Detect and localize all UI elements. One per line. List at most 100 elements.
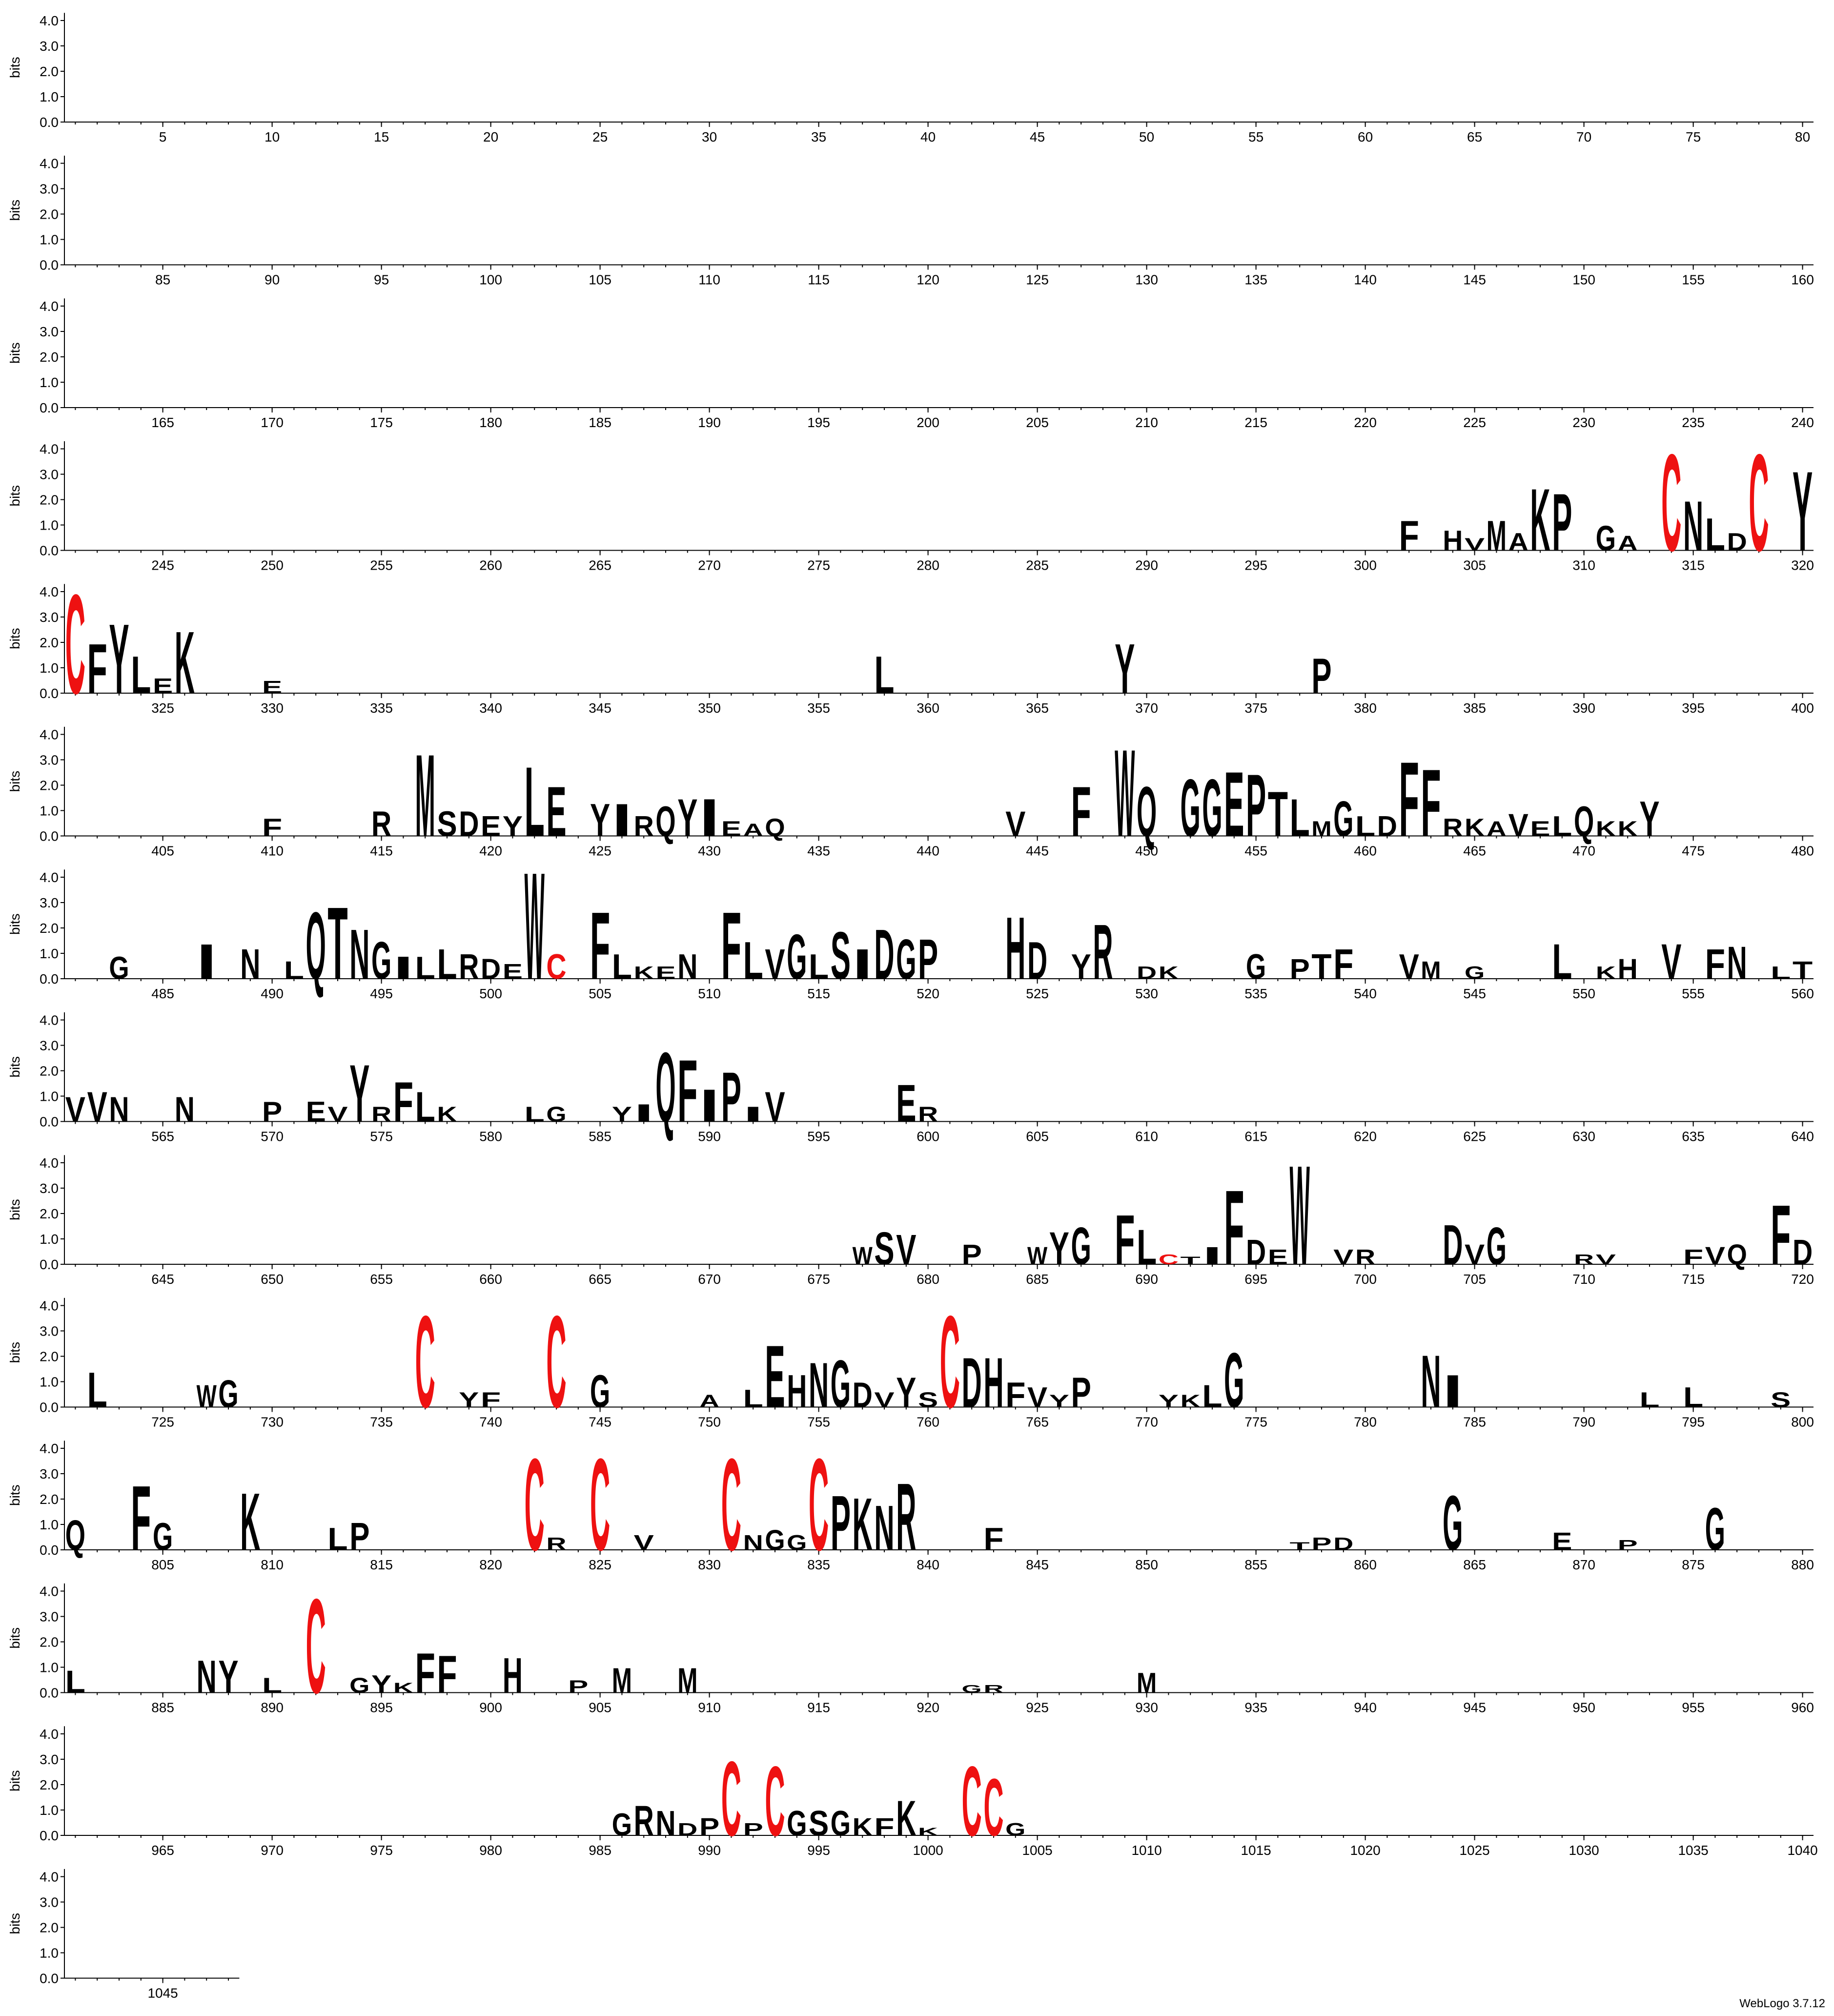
- logo-letter: F: [677, 1042, 697, 1141]
- x-tick-label: 270: [698, 558, 721, 573]
- x-tick-label: 1035: [1678, 1843, 1708, 1858]
- x-tick-label: 420: [479, 843, 502, 859]
- logo-letter: I: [699, 788, 719, 848]
- y-axis-label: bits: [7, 913, 22, 935]
- logo-letter: E: [1224, 753, 1244, 856]
- y-axis-label: bits: [7, 1484, 22, 1506]
- y-axis-label: bits: [7, 1199, 22, 1220]
- logo-letter: C: [940, 1289, 960, 1435]
- logo-letter: G: [831, 1347, 851, 1422]
- y-tick-label: 1.0: [40, 803, 59, 819]
- logo-letter: C: [525, 1431, 545, 1578]
- logo-letter: V: [1508, 807, 1529, 843]
- y-tick-label: 2.0: [40, 1349, 59, 1364]
- x-tick-label: 520: [917, 986, 939, 1001]
- x-tick-label: 190: [698, 415, 721, 430]
- y-tick-label: 4.0: [40, 1155, 59, 1171]
- logo-letter: S: [437, 804, 457, 844]
- logo-letter: C: [65, 565, 85, 723]
- x-tick-label: 235: [1682, 415, 1705, 430]
- logo-letter: G: [1465, 963, 1485, 983]
- logo-letter: Y: [1159, 1391, 1179, 1411]
- x-tick-label: 620: [1354, 1129, 1377, 1144]
- logo-letter: Q: [765, 814, 785, 842]
- logo-letter: D: [1727, 528, 1747, 556]
- x-tick-label: 180: [479, 415, 502, 430]
- logo-letter: T: [1793, 956, 1813, 984]
- x-tick-label: 800: [1791, 1415, 1814, 1430]
- x-tick-label: 415: [370, 843, 393, 859]
- logo-letter: D: [1443, 1213, 1463, 1276]
- x-tick-label: 615: [1244, 1129, 1267, 1144]
- logo-letter: I: [1443, 1366, 1463, 1418]
- y-tick-label: 2.0: [40, 1064, 59, 1079]
- logo-letter: D: [481, 953, 501, 985]
- x-tick-label: 510: [698, 986, 721, 1001]
- y-tick-label: 0.0: [40, 686, 59, 701]
- y-tick-label: 4.0: [40, 1870, 59, 1885]
- x-tick-label: 155: [1682, 272, 1705, 288]
- logo-letter: L: [743, 1385, 763, 1413]
- y-tick-label: 2.0: [40, 778, 59, 793]
- logo-letter: N: [874, 1492, 894, 1563]
- logo-letter: K: [634, 963, 654, 983]
- logo-letter: W: [1290, 1136, 1310, 1295]
- x-tick-label: 345: [589, 700, 611, 716]
- x-tick-label: 85: [155, 272, 170, 288]
- x-tick-label: 700: [1354, 1272, 1377, 1287]
- logo-letter: T: [1268, 779, 1288, 850]
- x-tick-label: 40: [920, 129, 936, 144]
- x-tick-label: 165: [151, 415, 174, 430]
- x-tick-label: 875: [1682, 1557, 1705, 1572]
- logo-letter: T: [1181, 1255, 1202, 1267]
- logo-letter: K: [1618, 818, 1638, 841]
- x-tick-label: 475: [1682, 843, 1705, 859]
- logo-letter: C: [809, 1431, 829, 1578]
- logo-letter: R: [896, 1463, 916, 1570]
- x-tick-label: 855: [1244, 1557, 1267, 1572]
- x-tick-label: 225: [1463, 415, 1486, 430]
- x-tick-label: 340: [479, 700, 502, 716]
- logo-letter: V: [1333, 1246, 1353, 1269]
- x-tick-label: 580: [479, 1129, 502, 1144]
- logo-letter: P: [1311, 648, 1331, 704]
- logo-letter: K: [1465, 814, 1485, 842]
- logo-letter: L: [262, 1674, 282, 1698]
- logo-letter: D: [677, 1819, 697, 1839]
- logo-letter: F: [590, 892, 610, 999]
- y-axis-label: bits: [7, 1627, 22, 1649]
- logo-letter: F: [131, 1467, 151, 1570]
- x-tick-label: 695: [1244, 1272, 1267, 1287]
- y-axis-label: bits: [7, 1056, 22, 1078]
- x-tick-label: 920: [917, 1700, 939, 1715]
- y-tick-label: 1.0: [40, 1946, 59, 1961]
- logo-letter: E: [153, 675, 173, 698]
- x-tick-label: 625: [1463, 1129, 1486, 1144]
- logo-letter: L: [1771, 963, 1791, 983]
- y-axis-label: bits: [7, 485, 22, 507]
- x-tick-label: 90: [265, 272, 280, 288]
- y-tick-label: 4.0: [40, 156, 59, 171]
- x-tick-label: 50: [1139, 129, 1154, 144]
- logo-letter: C: [590, 1431, 610, 1578]
- logo-letter: P: [568, 1677, 588, 1697]
- logo-letter: F: [1771, 1187, 1791, 1282]
- logo-letter: R: [371, 804, 391, 844]
- logo-letter: L: [437, 941, 457, 988]
- logo-letter: F: [393, 1070, 413, 1134]
- logo-letter: I: [393, 950, 413, 986]
- logo-letter: T: [1311, 947, 1331, 987]
- logo-letter: M: [1137, 1667, 1157, 1699]
- logo-letter: C: [721, 1740, 741, 1858]
- logo-letter: I: [853, 941, 873, 988]
- y-tick-label: 0.0: [40, 1114, 59, 1130]
- x-tick-label: 805: [151, 1557, 174, 1572]
- logo-letter: Y: [503, 811, 523, 843]
- x-tick-label: 1015: [1241, 1843, 1271, 1858]
- logo-letter: N: [1421, 1340, 1441, 1423]
- logo-letter: P: [699, 1813, 719, 1841]
- logo-letter: T: [327, 885, 347, 1001]
- x-tick-label: 850: [1135, 1557, 1158, 1572]
- logo-letter: Y: [1049, 1391, 1069, 1411]
- y-tick-label: 0.0: [40, 115, 59, 130]
